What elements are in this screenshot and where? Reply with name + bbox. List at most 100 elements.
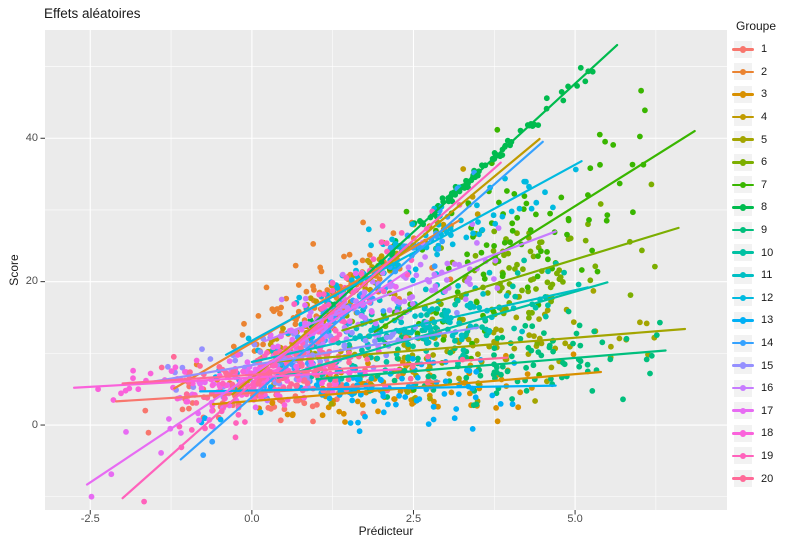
data-point [608, 343, 614, 350]
data-point [638, 87, 644, 94]
data-point [275, 343, 281, 350]
data-point [526, 315, 532, 321]
data-point [179, 364, 186, 371]
data-point [298, 345, 304, 351]
data-point [230, 368, 237, 375]
legend-entry-label: 7 [761, 178, 768, 191]
data-point [511, 325, 517, 332]
data-point [443, 277, 450, 283]
data-point [445, 308, 451, 315]
data-point [372, 320, 379, 327]
data-point [637, 133, 643, 140]
data-point [385, 401, 391, 408]
data-point [209, 407, 215, 414]
data-point [293, 382, 299, 389]
data-point [475, 351, 481, 358]
data-point [476, 231, 482, 238]
data-point [517, 335, 524, 342]
data-point [558, 194, 565, 201]
legend-key-point-icon [739, 430, 747, 437]
data-point [469, 221, 476, 228]
data-point [135, 386, 142, 393]
data-point [372, 338, 378, 345]
data-point [405, 264, 412, 271]
data-point [329, 362, 336, 368]
data-point [532, 398, 538, 404]
data-point [118, 390, 124, 397]
data-point [245, 335, 252, 342]
regression-line-group-11 [250, 286, 590, 364]
legend-entry-20: 20 [732, 467, 798, 490]
data-point [355, 419, 361, 426]
data-point [217, 416, 224, 423]
data-point [523, 200, 530, 207]
data-point [499, 334, 506, 341]
data-point [318, 268, 325, 275]
data-point [570, 319, 577, 325]
data-point [560, 97, 567, 104]
data-point [577, 358, 584, 365]
data-point [589, 388, 596, 394]
data-point [409, 301, 416, 307]
data-point [380, 409, 387, 416]
data-point [362, 315, 368, 321]
legend-key-point-icon [739, 68, 747, 76]
data-point [427, 395, 433, 402]
data-point [549, 281, 556, 288]
data-point [320, 291, 327, 298]
legend-key-point-icon [739, 362, 747, 369]
data-point [576, 322, 583, 329]
data-point [341, 343, 348, 350]
regression-line-group-15 [140, 326, 480, 385]
data-point [342, 419, 348, 425]
data-point [354, 398, 361, 405]
data-point [168, 368, 175, 374]
data-point [380, 288, 387, 295]
data-point [391, 377, 398, 384]
data-point [629, 161, 636, 168]
data-point [572, 166, 579, 173]
data-point [501, 239, 508, 246]
legend-key-icon [732, 40, 754, 58]
data-point [414, 374, 421, 381]
data-point [329, 287, 336, 294]
data-point [460, 352, 466, 359]
data-point [545, 302, 551, 309]
data-point [533, 286, 539, 292]
data-point [412, 313, 418, 319]
data-point [283, 295, 290, 302]
data-point [241, 320, 247, 327]
legend-entry-label: 10 [761, 246, 774, 259]
legend-entries: 1 2 3 4 5 6 7 8 9 10 11 12 13 14 15 16 17 18 19 20 [732, 38, 798, 490]
data-point [255, 313, 262, 319]
data-point [142, 407, 149, 414]
legend-key-point-icon [739, 159, 747, 166]
data-point [130, 375, 136, 382]
data-point [442, 288, 448, 295]
data-point [425, 353, 431, 360]
data-point [526, 332, 533, 339]
y-tick-label: 20 [25, 275, 38, 288]
data-point [402, 394, 409, 400]
regression-line-group-5 [270, 327, 687, 364]
data-point [170, 353, 177, 360]
legend-entry-label: 3 [761, 88, 768, 101]
data-point [463, 234, 470, 241]
data-point [492, 257, 499, 264]
data-point [496, 199, 502, 206]
data-point [603, 217, 610, 224]
data-point [576, 363, 583, 370]
data-point [435, 246, 442, 252]
data-point [523, 364, 529, 371]
data-point [364, 356, 371, 363]
data-point [523, 387, 530, 394]
legend-key-icon [732, 108, 754, 126]
data-point [354, 309, 361, 316]
data-point [544, 249, 550, 255]
legend-entry-label: 13 [761, 314, 774, 327]
data-point [274, 306, 280, 312]
data-point [288, 381, 295, 387]
legend-key-point-icon [739, 181, 747, 189]
data-point [383, 359, 390, 365]
data-point [466, 275, 473, 282]
